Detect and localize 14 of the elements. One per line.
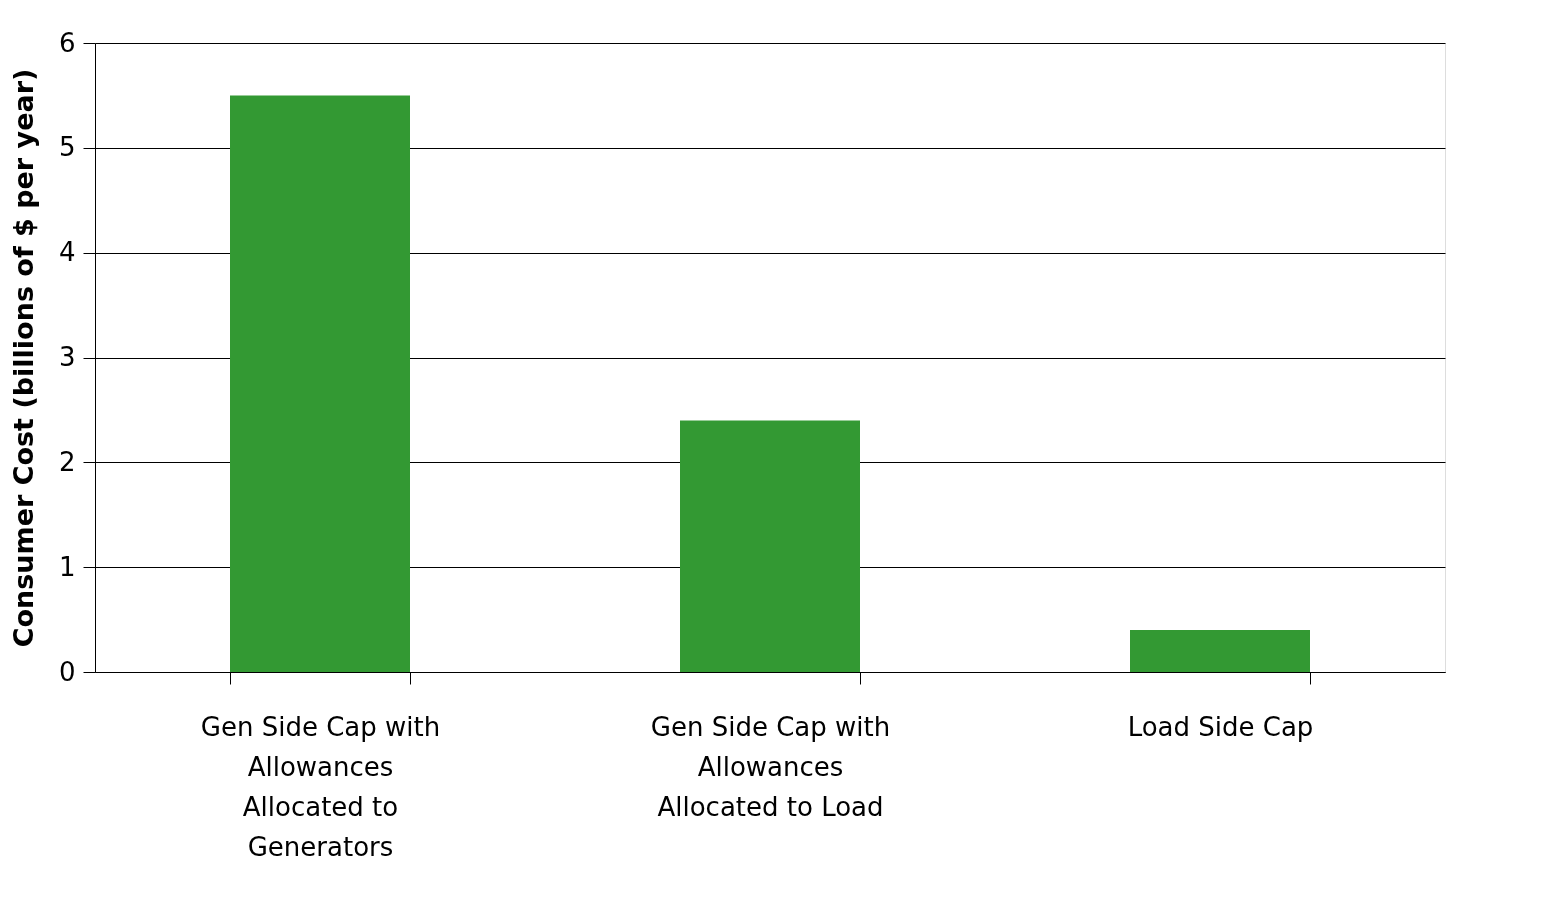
y-tick-label: 2 — [58, 446, 76, 477]
y-tick-label: 6 — [58, 27, 76, 58]
x-tick-label: Gen Side Cap with Allowances Allocated to Generators — [200, 711, 441, 862]
x-tick-label: Load Side Cap — [1127, 711, 1314, 742]
bar — [680, 420, 860, 672]
y-tick-label: 0 — [58, 656, 76, 687]
y-tick-label: 3 — [58, 342, 76, 372]
bar — [1130, 630, 1310, 672]
bar — [230, 95, 410, 672]
y-tick-label: 5 — [58, 132, 76, 163]
y-tick-label: 4 — [58, 237, 76, 268]
x-tick-label: Gen Side Cap with Allowances Allocated to Load — [650, 711, 891, 822]
y-tick-label: 1 — [58, 551, 76, 582]
y-axis-title: Consumer Cost (billions of $ per year) — [7, 68, 39, 648]
